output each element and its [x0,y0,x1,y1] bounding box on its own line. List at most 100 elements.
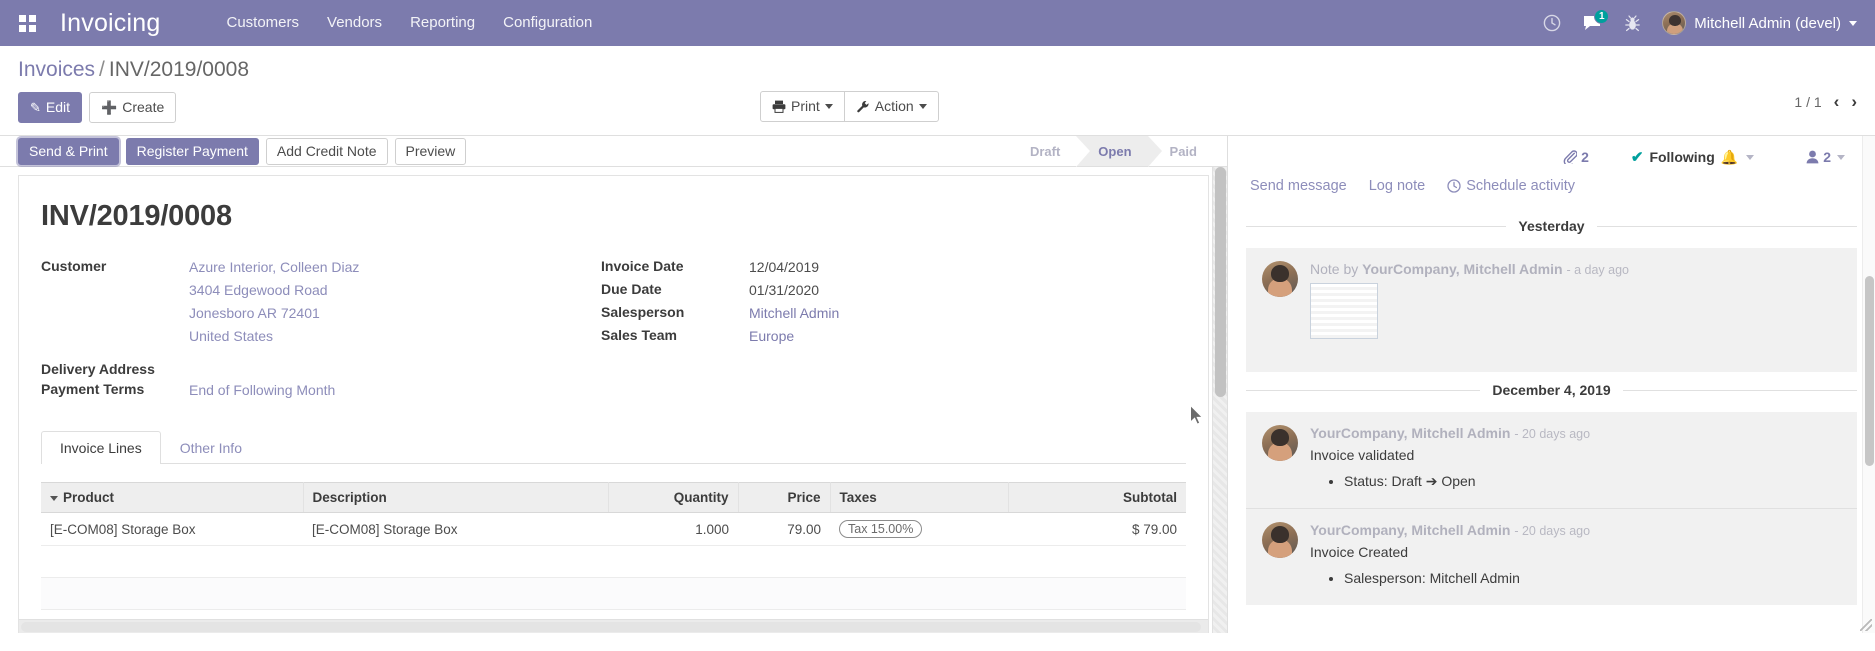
field-due-date: Due Date 01/31/2020 [601,280,1161,300]
horizontal-scrollbar[interactable] [19,619,1208,633]
separator-line [1622,389,1857,391]
avatar [1262,425,1298,461]
field-label-blank [41,303,189,323]
register-payment-button[interactable]: Register Payment [125,137,259,165]
field-customer-street: 3404 Edgewood Road [41,280,601,300]
column-description[interactable]: Description [303,482,609,513]
table-row-empty[interactable] [41,545,1186,578]
tab-other-info[interactable]: Other Info [179,440,242,456]
invoice-lines-header: Product Description Quantity Price Taxes… [41,482,1186,513]
message-author[interactable]: YourCompany, Mitchell Admin [1310,522,1511,538]
cell-taxes: Tax 15.00% [830,512,1008,546]
pager-previous-button[interactable]: ‹ [1833,92,1840,111]
message-author[interactable]: YourCompany, Mitchell Admin [1310,425,1511,441]
followers-button[interactable]: 2 [1806,149,1845,165]
tab-invoice-lines[interactable]: Invoice Lines [41,431,161,464]
field-value-street[interactable]: 3404 Edgewood Road [189,282,328,298]
date-separator-label: December 4, 2019 [1492,382,1611,398]
resize-grip-icon[interactable] [1860,619,1872,631]
message-author[interactable]: YourCompany, Mitchell Admin [1362,261,1563,277]
invoice-lines-table: Product Description Quantity Price Taxes… [41,482,1186,633]
bug-icon[interactable] [1612,0,1652,46]
state-arrows: Draft Open Paid [1008,136,1227,167]
user-menu[interactable]: Mitchell Admin (devel) [1652,11,1861,35]
preview-button[interactable]: Preview [394,137,467,165]
field-value-invoice-date[interactable]: 12/04/2019 [749,259,820,275]
field-value-customer[interactable]: Azure Interior, Colleen Diaz [189,259,360,275]
form-vertical-scrollbar-thumb[interactable] [1215,167,1226,397]
field-sales-team: Sales Team Europe [601,326,1161,346]
field-value-payment-terms[interactable]: End of Following Month [189,382,336,398]
send-and-print-button[interactable]: Send & Print [18,137,119,165]
printer-icon [772,100,786,113]
cell-description: [E-COM08] Storage Box [303,512,608,546]
note-attachment-thumbnail[interactable] [1310,283,1378,339]
column-quantity[interactable]: Quantity [608,482,739,513]
pager-next-button[interactable]: › [1851,92,1857,111]
menu-configuration[interactable]: Configuration [503,14,593,31]
log-note-button[interactable]: Log note [1368,178,1426,194]
field-value-country[interactable]: United States [189,328,274,344]
field-salesperson: Salesperson Mitchell Admin [601,303,1161,323]
create-button[interactable]: ➕ Create [89,92,177,123]
menu-reporting[interactable]: Reporting [410,14,476,31]
action-button[interactable]: Action [843,91,939,122]
chatter-scrollbar[interactable] [1862,136,1875,633]
following-button[interactable]: ✔ Following 🔔 [1631,148,1755,166]
column-subtotal[interactable]: Subtotal [1008,482,1186,513]
control-panel: Invoices / INV/2019/0008 ✎ Edit ➕ Create P… [0,46,1875,136]
message-body: YourCompany, Mitchell Admin - 20 days ag… [1310,522,1841,589]
bell-icon[interactable]: 🔔 [1720,148,1739,165]
table-row-empty[interactable] [41,577,1186,610]
activity-clock-icon[interactable] [1532,0,1572,46]
column-product[interactable]: Product [41,482,304,513]
field-value-due-date[interactable]: 01/31/2020 [749,282,820,298]
print-button[interactable]: Print [760,91,845,122]
plus-icon: ➕ [101,100,118,115]
edit-button[interactable]: ✎ Edit [18,92,83,123]
schedule-activity-button[interactable]: Schedule activity [1447,178,1575,194]
send-message-button[interactable]: Send message [1250,178,1347,194]
print-button-label: Print [791,98,820,114]
column-taxes[interactable]: Taxes [830,482,1009,513]
field-value-sales-team[interactable]: Europe [749,328,795,344]
status-bar: Send & Print Register Payment Add Credit… [0,136,1227,167]
status-open[interactable]: Open [1076,136,1162,167]
chatter-scrollbar-thumb[interactable] [1865,276,1874,466]
apps-grid-icon [18,14,36,32]
column-price[interactable]: Price [738,482,831,513]
avatar [1262,261,1298,297]
pager: 1 / 1 ‹ › [1794,92,1857,111]
horizontal-scrollbar-thumb[interactable] [21,622,1201,632]
status-draft[interactable]: Draft [1029,143,1061,159]
table-row[interactable]: [E-COM08] Storage Box [E-COM08] Storage … [41,512,1186,546]
chatter-pane: 2 ✔ Following 🔔 2 Send message Log note … [1228,136,1875,633]
separator-line [1246,389,1481,391]
menu-customers[interactable]: Customers [226,14,300,31]
add-credit-note-button[interactable]: Add Credit Note [265,137,388,165]
chevron-down-icon[interactable] [1746,154,1755,160]
field-label-delivery-address: Delivery Address [41,361,155,377]
apps-menu-button[interactable] [10,6,44,40]
breadcrumb: Invoices / INV/2019/0008 [0,46,1875,82]
messages-chat-icon[interactable]: 1 [1572,0,1612,46]
date-separator-label: Yesterday [1518,218,1585,234]
chevron-down-icon [824,104,833,109]
app-brand[interactable]: Invoicing [60,8,161,37]
message-header: Note by YourCompany, Mitchell Admin - a … [1310,261,1841,277]
form-vertical-scrollbar[interactable] [1212,167,1227,633]
field-value-city[interactable]: Jonesboro AR 72401 [189,305,320,321]
field-value-salesperson[interactable]: Mitchell Admin [749,305,840,321]
chevron-down-icon[interactable] [1837,154,1845,160]
breadcrumb-invoices-link[interactable]: Invoices [18,58,96,81]
column-product-label: Product [63,490,115,505]
cell-product: [E-COM08] Storage Box [41,512,303,546]
menu-vendors[interactable]: Vendors [327,14,383,31]
form-sheet-wrapper: INV/2019/0008 Customer Azure Interior, C… [0,167,1227,633]
schedule-activity-label: Schedule activity [1466,178,1575,194]
notebook: Invoice Lines Other Info Product Descrip… [41,431,1186,633]
chevron-down-icon [1849,20,1857,26]
field-label-payment-terms: Payment Terms [41,381,145,397]
cell-price: 79.00 [738,512,830,546]
attachments-button[interactable]: 2 [1563,149,1589,165]
